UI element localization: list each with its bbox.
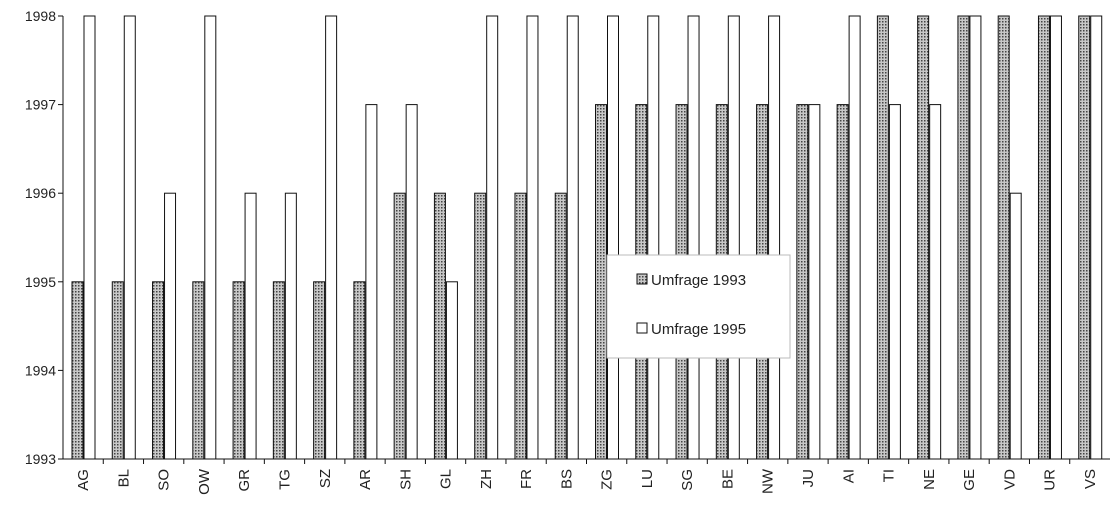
- bar-umfrage-1993-ur: [1037, 15, 1050, 460]
- bar-umfrage-1995-sg: [687, 15, 700, 460]
- x-tick-label-ne: NE: [921, 469, 938, 490]
- x-tick-label-gr: GR: [236, 469, 253, 492]
- legend-box: [606, 254, 791, 359]
- bar-umfrage-1995-sh: [405, 104, 418, 460]
- bar-umfrage-1993-ai: [836, 104, 849, 460]
- x-tick-label-sz: SZ: [317, 469, 334, 488]
- bar-umfrage-1995-vs: [1090, 15, 1103, 460]
- bar-umfrage-1995-gr: [244, 192, 257, 460]
- x-tick-label-fr: FR: [518, 469, 535, 489]
- bar-umfrage-1995-ti: [888, 104, 901, 460]
- bar-umfrage-1995-ge: [969, 15, 982, 460]
- bar-umfrage-1995-ur: [1049, 15, 1062, 460]
- bar-umfrage-1995-ow: [204, 15, 217, 460]
- y-tick-label: 1997: [25, 97, 56, 113]
- bar-umfrage-1993-sh: [393, 192, 406, 460]
- bar-umfrage-1995-ar: [365, 104, 378, 460]
- x-tick-label-nw: NW: [760, 468, 777, 494]
- bar-umfrage-1993-ne: [917, 15, 930, 460]
- x-tick-label-sh: SH: [397, 469, 414, 490]
- bar-umfrage-1995-tg: [284, 192, 297, 460]
- bar-umfrage-1995-bl: [123, 15, 136, 460]
- bar-umfrage-1993-ag: [71, 281, 84, 460]
- bar-umfrage-1995-ju: [808, 104, 821, 460]
- x-tick-label-sg: SG: [679, 469, 696, 491]
- bar-umfrage-1995-ne: [929, 104, 942, 460]
- bar-umfrage-1995-lu: [647, 15, 660, 460]
- bar-umfrage-1993-fr: [514, 192, 527, 460]
- bar-umfrage-1993-bs: [554, 192, 567, 460]
- y-axis-tick-labels: 1993 1994 1995 1996 1997 1998: [25, 8, 56, 467]
- legend-label-umfrage-1993: Umfrage 1993: [651, 272, 746, 289]
- x-tick-label-so: SO: [156, 469, 173, 491]
- bar-umfrage-1993-ar: [353, 281, 366, 460]
- bar-umfrage-1993-zh: [474, 192, 487, 460]
- y-tick-label: 1998: [25, 8, 56, 24]
- bar-umfrage-1995-ag: [83, 15, 96, 460]
- bars: [71, 15, 1103, 460]
- bar-umfrage-1995-bs: [566, 15, 579, 460]
- x-tick-label-ur: UR: [1042, 469, 1059, 491]
- x-tick-label-ar: AR: [357, 469, 374, 490]
- x-tick-label-zh: ZH: [478, 469, 495, 489]
- x-tick-label-bl: BL: [115, 469, 132, 487]
- legend-label-umfrage-1995: Umfrage 1995: [651, 321, 746, 338]
- bar-umfrage-1993-sz: [313, 281, 326, 460]
- x-tick-label-ti: TI: [881, 469, 898, 482]
- x-tick-label-tg: TG: [276, 469, 293, 490]
- bar-umfrage-1995-gl: [445, 281, 458, 460]
- x-tick-label-ag: AG: [75, 469, 92, 491]
- bar-umfrage-1995-nw: [768, 15, 781, 460]
- bar-umfrage-1993-gl: [433, 192, 446, 460]
- bar-umfrage-1995-ai: [848, 15, 861, 460]
- bar-umfrage-1993-zg: [595, 104, 607, 460]
- y-tick-label: 1996: [25, 185, 56, 201]
- x-tick-label-zg: ZG: [599, 469, 616, 490]
- bar-umfrage-1993-ow: [192, 281, 205, 460]
- legend-swatch-umfrage-1995: [636, 322, 648, 334]
- x-tick-label-ju: JU: [800, 469, 817, 487]
- bar-umfrage-1993-gr: [232, 281, 245, 460]
- bar-umfrage-1995-sz: [325, 15, 338, 460]
- bar-umfrage-1993-ju: [796, 104, 809, 460]
- x-tick-label-be: BE: [719, 469, 736, 489]
- bar-umfrage-1993-ge: [957, 15, 970, 460]
- legend: Umfrage 1993 Umfrage 1995: [606, 254, 791, 359]
- y-tick-label: 1994: [25, 362, 56, 378]
- bar-umfrage-1993-tg: [272, 281, 285, 460]
- bar-umfrage-1993-ti: [876, 15, 889, 460]
- bar-umfrage-1995-so: [164, 192, 177, 460]
- bar-umfrage-1993-vs: [1078, 15, 1091, 460]
- x-tick-label-lu: LU: [639, 469, 656, 488]
- bar-umfrage-1995-fr: [526, 15, 539, 460]
- x-tick-label-ge: GE: [961, 469, 978, 491]
- bar-umfrage-1995-zg: [607, 15, 619, 460]
- x-tick-label-ai: AI: [840, 469, 857, 483]
- x-tick-label-vs: VS: [1082, 469, 1099, 489]
- y-tick-label: 1993: [25, 451, 56, 467]
- bar-umfrage-1995-zh: [486, 15, 499, 460]
- bar-umfrage-1995-vd: [1009, 192, 1022, 460]
- bar-umfrage-1993-bl: [111, 281, 124, 460]
- bar-umfrage-1993-so: [152, 281, 165, 460]
- x-tick-label-ow: OW: [196, 468, 213, 495]
- bar-umfrage-1993-vd: [997, 15, 1010, 460]
- x-tick-label-bs: BS: [558, 469, 575, 489]
- x-axis-tick-labels: AG BL SO OW GR TG SZ AR SH GL ZH FR BS ZG LU SG BE NW JU AI…: [75, 468, 1099, 495]
- y-tick-label: 1995: [25, 274, 56, 290]
- x-tick-label-gl: GL: [438, 469, 455, 489]
- x-tick-label-vd: VD: [1001, 469, 1018, 490]
- legend-swatch-umfrage-1993: [636, 273, 648, 285]
- bar-umfrage-1995-be: [727, 15, 740, 460]
